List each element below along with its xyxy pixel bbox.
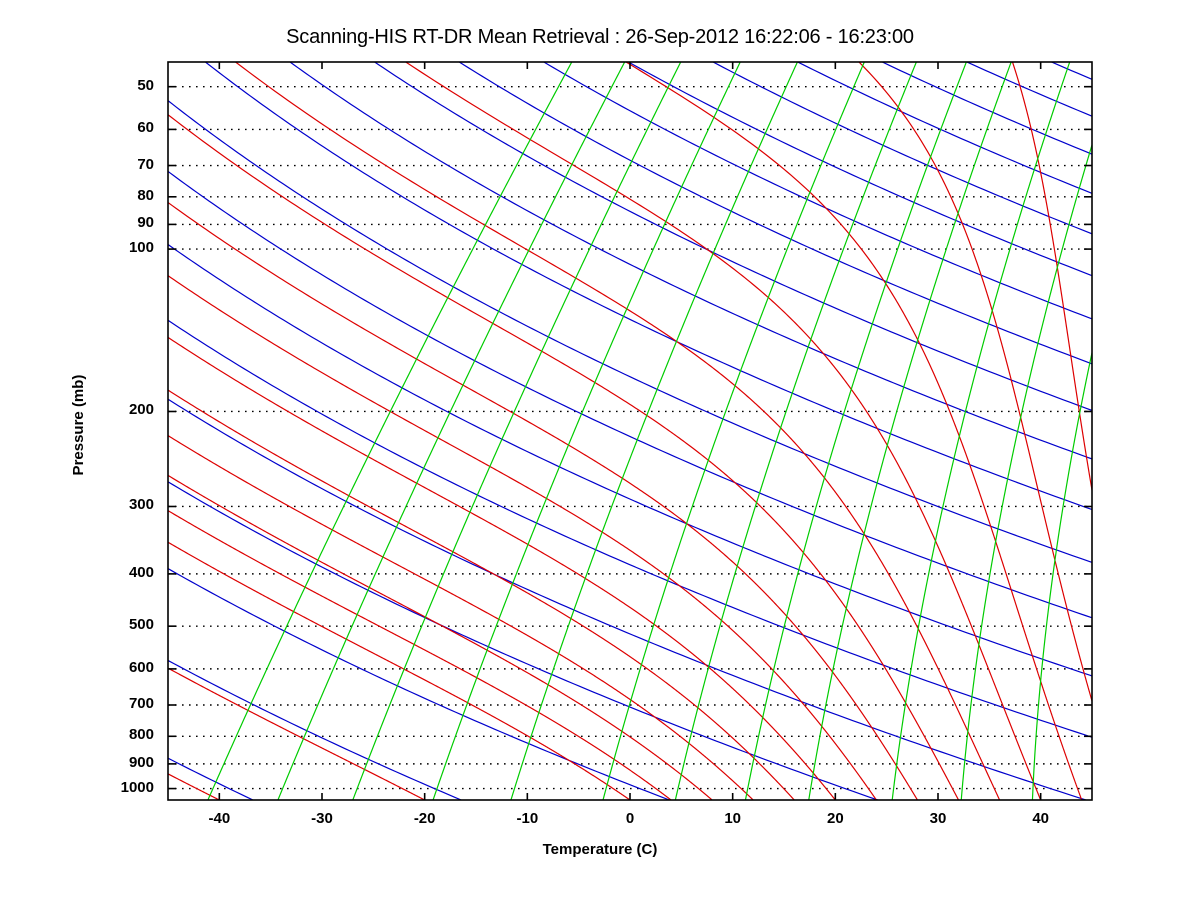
- gridlines-layer: [168, 85, 1092, 790]
- plot-frame: [167, 61, 1093, 801]
- moist-adiabat-44: [625, 62, 1083, 800]
- y-tick-label-1000: 1000: [120, 778, 154, 796]
- y-tick-label-200: 200: [128, 401, 154, 419]
- dry-adiabat-160: [289, 62, 1092, 460]
- y-tick-label-500: 500: [128, 616, 154, 634]
- moist-adiabat-32: [168, 113, 960, 800]
- x-tick-label-10: 10: [724, 810, 741, 827]
- dry-adiabat-260: [712, 62, 1092, 235]
- dry-adiabat-40: [168, 398, 1087, 800]
- mixing-ratio-1.5: [510, 62, 799, 800]
- y-tick-label-70: 70: [137, 155, 154, 173]
- dry-adiabat-60: [168, 319, 1092, 738]
- dry-adiabat-0: [168, 567, 670, 800]
- y-axis-title: Pressure (mb): [70, 374, 87, 476]
- x-tick-label--10: -10: [516, 810, 539, 827]
- y-tick-label-300: 300: [128, 496, 154, 514]
- moist-adiabat-24: [168, 274, 877, 800]
- dry-adiabat-20: [168, 481, 879, 800]
- y-tick-label-900: 900: [128, 753, 154, 771]
- x-tick-label--40: -40: [208, 810, 231, 827]
- moist-adiabat-16: [168, 389, 795, 800]
- x-tick-label-40: 40: [1032, 810, 1049, 827]
- y-tick-label-80: 80: [137, 186, 154, 204]
- moist-adiabat--20: [168, 667, 426, 800]
- x-tick-label-30: 30: [929, 810, 947, 827]
- moist-adiabat--60: [0, 282, 14, 800]
- y-tick-label-60: 60: [137, 119, 154, 137]
- mixing-ratio-30: [960, 142, 1092, 800]
- dry-adiabat-300: [881, 62, 1092, 155]
- moist-adiabat-0: [168, 541, 631, 800]
- tickmarks-layer: [168, 62, 1092, 800]
- x-axis-title: Temperature (C): [542, 841, 658, 858]
- mixing-ratio-65: [1098, 62, 1200, 800]
- x-tick-label-0: 0: [625, 810, 635, 827]
- dry-adiabat-280: [797, 62, 1092, 195]
- x-tick-label--20: -20: [413, 810, 436, 827]
- mixing-ratio-8: [744, 62, 967, 800]
- moist-adiabat-20: [168, 336, 836, 800]
- dry-adiabat-140: [204, 62, 1092, 511]
- moist-adiabat-48: [858, 62, 1092, 704]
- y-tick-label-50: 50: [137, 76, 154, 94]
- mixing-ratio-3: [602, 62, 865, 800]
- dry-adiabat-80: [168, 243, 1092, 677]
- moist-adiabat-28: [168, 201, 919, 800]
- y-tick-label-100: 100: [128, 239, 154, 257]
- y-tick-label-800: 800: [128, 726, 154, 744]
- mixing-ratio-0.2: [277, 62, 626, 800]
- curves-layer: [0, 62, 1200, 800]
- dry-adiabat-120: [168, 99, 1092, 564]
- y-tick-label-400: 400: [128, 563, 154, 581]
- mixing-ratio-12: [808, 62, 1012, 800]
- mixing-ratio-20: [891, 62, 1071, 800]
- dry-adiabat-240: [627, 62, 1092, 277]
- mixing-ratio-0.1: [207, 62, 573, 800]
- x-tick-label-20: 20: [826, 810, 844, 827]
- x-tick-label--30: -30: [311, 810, 333, 827]
- moist-adiabat-4: [168, 509, 672, 800]
- y-tick-label-600: 600: [128, 658, 154, 676]
- dry-adiabat-200: [458, 62, 1092, 365]
- y-tick-label-700: 700: [128, 695, 154, 712]
- moist-adiabat-12: [168, 434, 754, 800]
- dry-adiabat-100: [168, 170, 1092, 619]
- chart-title: Scanning-HIS RT-DR Mean Retrieval : 26-S…: [286, 26, 914, 48]
- moist-adiabat-52: [1011, 62, 1092, 494]
- mixing-ratio-45: [1031, 349, 1092, 800]
- moist-adiabat-8: [168, 474, 713, 800]
- mixing-ratio-5: [674, 62, 917, 800]
- dry-adiabat--60: [0, 62, 45, 800]
- axes-frame-layer: [167, 61, 1093, 801]
- dry-adiabat-220: [543, 62, 1092, 320]
- dry-adiabat--40: [168, 757, 254, 800]
- dry-adiabat--20: [168, 659, 462, 800]
- dry-adiabat-320: [966, 62, 1092, 117]
- y-tick-label-90: 90: [137, 214, 154, 232]
- moist-adiabat-36: [234, 62, 1001, 800]
- dry-adiabat-180: [374, 62, 1092, 412]
- moist-adiabat-40: [405, 62, 1042, 800]
- mixing-ratio-0.4: [352, 62, 682, 800]
- mixing-ratio-0.8: [432, 62, 741, 800]
